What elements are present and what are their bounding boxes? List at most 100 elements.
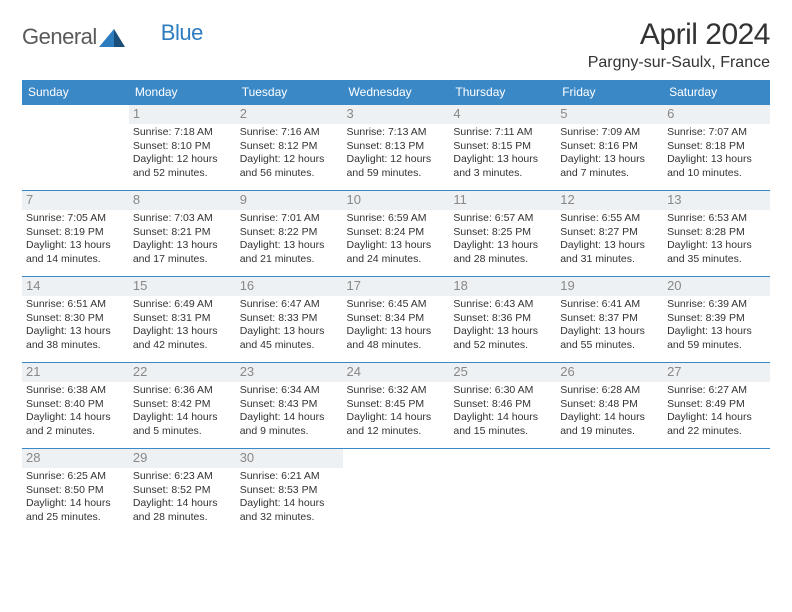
daylight-line: Daylight: 12 hours and 59 minutes. <box>347 153 446 180</box>
day-number: 11 <box>449 191 556 210</box>
day-number: 27 <box>663 363 770 382</box>
sunrise-line: Sunrise: 6:23 AM <box>133 470 232 484</box>
calendar-cell-empty <box>556 449 663 531</box>
daylight-line: Daylight: 13 hours and 7 minutes. <box>560 153 659 180</box>
calendar-cell: 6Sunrise: 7:07 AMSunset: 8:18 PMDaylight… <box>663 105 770 191</box>
sunset-line: Sunset: 8:21 PM <box>133 226 232 240</box>
daylight-line: Daylight: 13 hours and 42 minutes. <box>133 325 232 352</box>
day-number: 1 <box>129 105 236 124</box>
daylight-line: Daylight: 12 hours and 52 minutes. <box>133 153 232 180</box>
calendar-cell: 9Sunrise: 7:01 AMSunset: 8:22 PMDaylight… <box>236 191 343 277</box>
sunrise-line: Sunrise: 6:28 AM <box>560 384 659 398</box>
calendar-cell: 5Sunrise: 7:09 AMSunset: 8:16 PMDaylight… <box>556 105 663 191</box>
day-number: 6 <box>663 105 770 124</box>
calendar-row: 14Sunrise: 6:51 AMSunset: 8:30 PMDayligh… <box>22 277 770 363</box>
calendar-cell: 21 Sunrise: 6:38 AMSunset: 8:40 PMDayligh… <box>22 363 129 449</box>
day-number: 17 <box>343 277 450 296</box>
sunset-line: Sunset: 8:30 PM <box>26 312 125 326</box>
day-number: 19 <box>556 277 663 296</box>
calendar-cell: 4Sunrise: 7:11 AMSunset: 8:15 PMDaylight… <box>449 105 556 191</box>
calendar-cell: 25Sunrise: 6:30 AMSunset: 8:46 PMDayligh… <box>449 363 556 449</box>
day-number: 20 <box>663 277 770 296</box>
daylight-line: Daylight: 14 hours and 2 minutes. <box>26 411 125 438</box>
daylight-line: Daylight: 14 hours and 25 minutes. <box>26 497 125 524</box>
day-number: 23 <box>236 363 343 382</box>
header: General Blue April 2024 Pargny-sur-Saulx… <box>22 18 770 72</box>
calendar-cell: 24Sunrise: 6:32 AMSunset: 8:45 PMDayligh… <box>343 363 450 449</box>
calendar-cell-empty <box>343 449 450 531</box>
brand-text-general: General <box>22 24 97 50</box>
daylight-line: Daylight: 13 hours and 17 minutes. <box>133 239 232 266</box>
sunset-line: Sunset: 8:28 PM <box>667 226 766 240</box>
weekday-header: Sunday <box>22 80 129 105</box>
daylight-line: Daylight: 13 hours and 10 minutes. <box>667 153 766 180</box>
calendar-row: 1Sunrise: 7:18 AMSunset: 8:10 PMDaylight… <box>22 105 770 191</box>
calendar-cell: 3 Sunrise: 7:13 AMSunset: 8:13 PMDaylight… <box>343 105 450 191</box>
sunrise-line: Sunrise: 7:07 AM <box>667 126 766 140</box>
sunset-line: Sunset: 8:45 PM <box>347 398 446 412</box>
sunrise-line: Sunrise: 6:38 AM <box>26 384 125 398</box>
calendar-cell: 18Sunrise: 6:43 AMSunset: 8:36 PMDayligh… <box>449 277 556 363</box>
calendar-cell: 8 Sunrise: 7:03 AMSunset: 8:21 PMDaylight… <box>129 191 236 277</box>
sunset-line: Sunset: 8:13 PM <box>347 140 446 154</box>
calendar-cell: 11 Sunrise: 6:57 AMSunset: 8:25 PMDayligh… <box>449 191 556 277</box>
day-number: 3 <box>343 105 450 124</box>
calendar-table: SundayMondayTuesdayWednesdayThursdayFrid… <box>22 80 770 530</box>
sunset-line: Sunset: 8:43 PM <box>240 398 339 412</box>
calendar-row: 7Sunrise: 7:05 AMSunset: 8:19 PMDaylight… <box>22 191 770 277</box>
location-label: Pargny-sur-Saulx, France <box>588 54 770 72</box>
sunset-line: Sunset: 8:10 PM <box>133 140 232 154</box>
day-number: 2 <box>236 105 343 124</box>
sunrise-line: Sunrise: 6:27 AM <box>667 384 766 398</box>
calendar-cell: 22Sunrise: 6:36 AMSunset: 8:42 PMDayligh… <box>129 363 236 449</box>
sunset-line: Sunset: 8:40 PM <box>26 398 125 412</box>
sunset-line: Sunset: 8:52 PM <box>133 484 232 498</box>
sunset-line: Sunset: 8:22 PM <box>240 226 339 240</box>
day-number: 25 <box>449 363 556 382</box>
sunset-line: Sunset: 8:49 PM <box>667 398 766 412</box>
sunrise-line: Sunrise: 6:32 AM <box>347 384 446 398</box>
sunset-line: Sunset: 8:36 PM <box>453 312 552 326</box>
daylight-line: Daylight: 14 hours and 5 minutes. <box>133 411 232 438</box>
sunset-line: Sunset: 8:42 PM <box>133 398 232 412</box>
daylight-line: Daylight: 13 hours and 35 minutes. <box>667 239 766 266</box>
daylight-line: Daylight: 13 hours and 48 minutes. <box>347 325 446 352</box>
calendar-cell: 12Sunrise: 6:55 AMSunset: 8:27 PMDayligh… <box>556 191 663 277</box>
weekday-header: Tuesday <box>236 80 343 105</box>
brand-logo: General Blue <box>22 18 203 50</box>
weekday-header: Monday <box>129 80 236 105</box>
calendar-cell: 27Sunrise: 6:27 AMSunset: 8:49 PMDayligh… <box>663 363 770 449</box>
weekday-header: Friday <box>556 80 663 105</box>
day-number: 22 <box>129 363 236 382</box>
sunset-line: Sunset: 8:53 PM <box>240 484 339 498</box>
sunrise-line: Sunrise: 7:13 AM <box>347 126 446 140</box>
daylight-line: Daylight: 14 hours and 15 minutes. <box>453 411 552 438</box>
day-number: 8 <box>129 191 236 210</box>
brand-text-blue: Blue <box>161 20 203 46</box>
calendar-cell: 30Sunrise: 6:21 AMSunset: 8:53 PMDayligh… <box>236 449 343 531</box>
daylight-line: Daylight: 13 hours and 38 minutes. <box>26 325 125 352</box>
sunrise-line: Sunrise: 6:57 AM <box>453 212 552 226</box>
sunrise-line: Sunrise: 6:30 AM <box>453 384 552 398</box>
day-number: 21 <box>22 363 129 382</box>
daylight-line: Daylight: 13 hours and 28 minutes. <box>453 239 552 266</box>
day-number: 18 <box>449 277 556 296</box>
sunrise-line: Sunrise: 6:41 AM <box>560 298 659 312</box>
calendar-cell: 7Sunrise: 7:05 AMSunset: 8:19 PMDaylight… <box>22 191 129 277</box>
sunset-line: Sunset: 8:48 PM <box>560 398 659 412</box>
sunset-line: Sunset: 8:25 PM <box>453 226 552 240</box>
sunset-line: Sunset: 8:31 PM <box>133 312 232 326</box>
sunrise-line: Sunrise: 6:21 AM <box>240 470 339 484</box>
calendar-cell: 2Sunrise: 7:16 AMSunset: 8:12 PMDaylight… <box>236 105 343 191</box>
daylight-line: Daylight: 14 hours and 19 minutes. <box>560 411 659 438</box>
daylight-line: Daylight: 12 hours and 56 minutes. <box>240 153 339 180</box>
weekday-header: Saturday <box>663 80 770 105</box>
sunset-line: Sunset: 8:39 PM <box>667 312 766 326</box>
sunrise-line: Sunrise: 7:03 AM <box>133 212 232 226</box>
sunrise-line: Sunrise: 6:43 AM <box>453 298 552 312</box>
sunrise-line: Sunrise: 6:25 AM <box>26 470 125 484</box>
day-number: 10 <box>343 191 450 210</box>
sunrise-line: Sunrise: 7:11 AM <box>453 126 552 140</box>
sunrise-line: Sunrise: 7:16 AM <box>240 126 339 140</box>
calendar-row: 21Sunrise: 6:38 AMSunset: 8:40 PMDayligh… <box>22 363 770 449</box>
